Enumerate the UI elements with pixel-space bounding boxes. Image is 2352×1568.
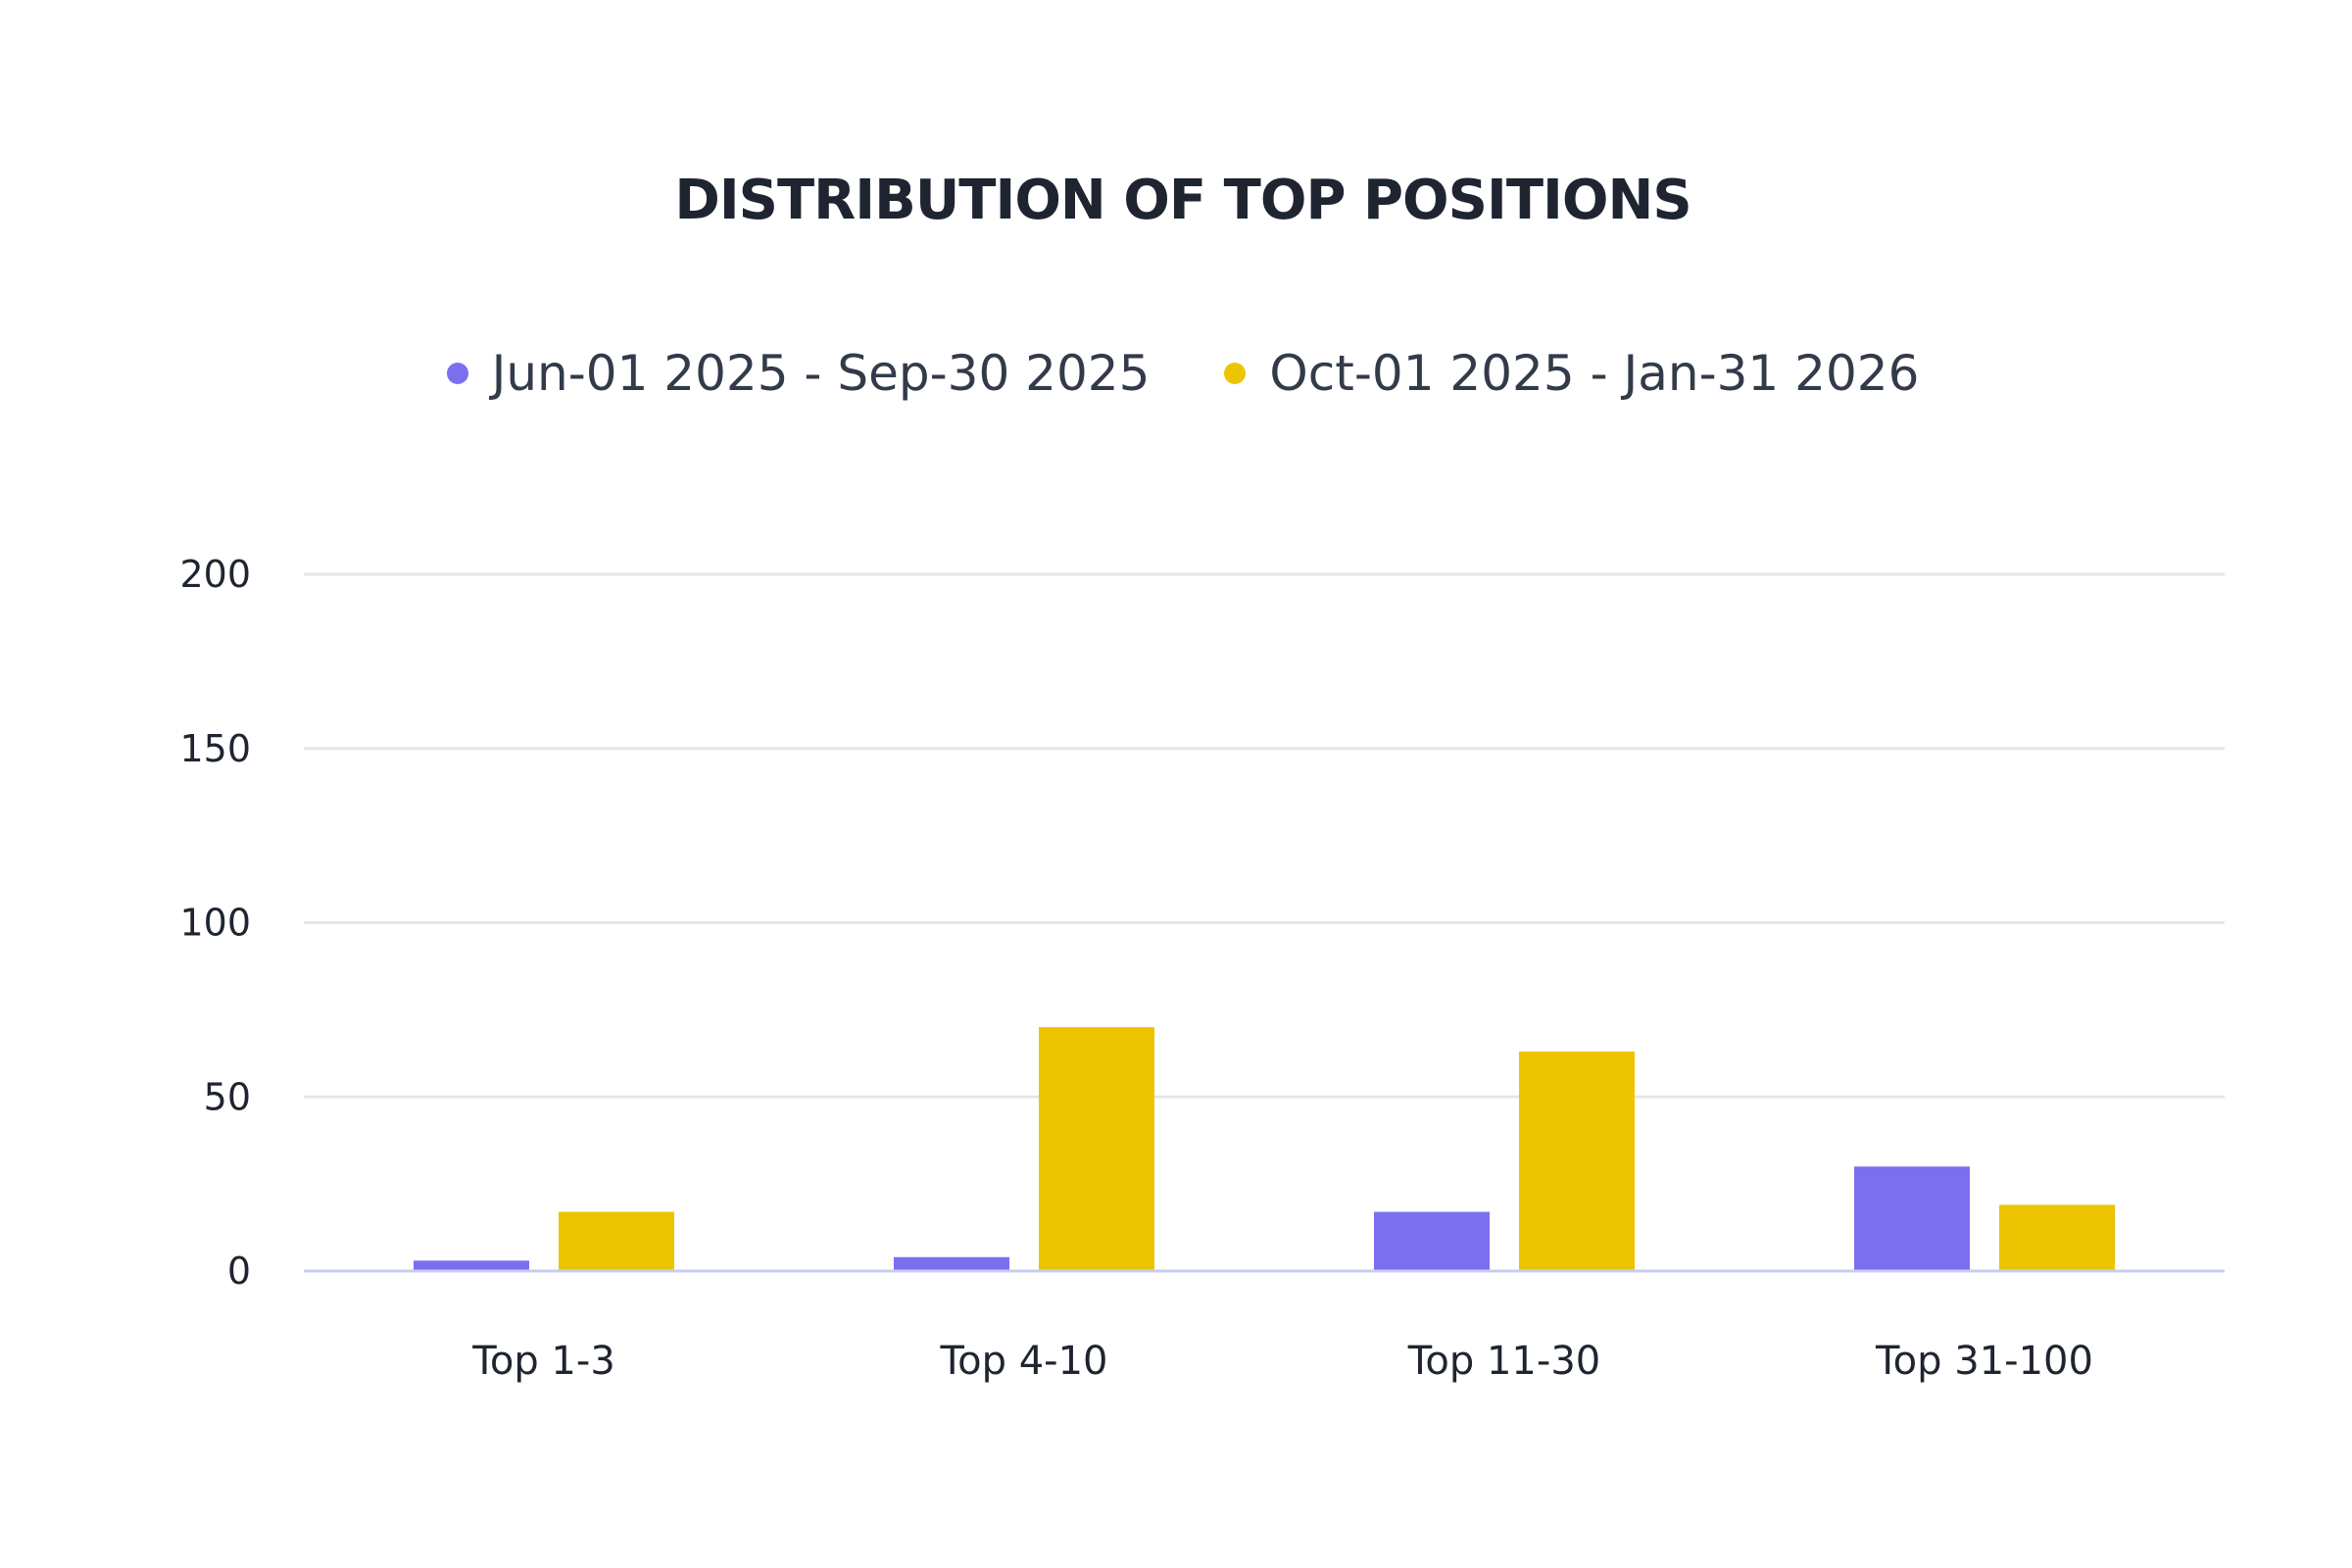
bar-series-2-top-4-10[interactable]: [1039, 1027, 1154, 1271]
y-tick-label-0: 0: [227, 1250, 251, 1293]
legend-marker-series-1: [446, 363, 468, 384]
x-axis: Top 1-3 Top 4-10 Top 11-30 Top 31-100: [471, 1339, 2093, 1384]
legend-item-series-1[interactable]: Jun-01 2025 - Sep-30 2025: [446, 339, 1151, 408]
bars: [414, 1027, 2115, 1271]
bar-series-2-top-1-3[interactable]: [559, 1211, 674, 1271]
bar-series-2-top-31-100[interactable]: [1999, 1204, 2115, 1271]
x-tick-label-3: Top 11-30: [1407, 1339, 1600, 1384]
y-tick-label-100: 100: [179, 902, 251, 945]
legend-label-series-1: Jun-01 2025 - Sep-30 2025: [491, 345, 1151, 402]
bar-series-1-top-31-100[interactable]: [1854, 1166, 1970, 1271]
y-tick-label-200: 200: [179, 553, 251, 596]
chart-title: DISTRIBUTION OF TOP POSITIONS: [674, 169, 1691, 232]
legend-item-series-2[interactable]: Oct-01 2025 - Jan-31 2026: [1224, 339, 1919, 408]
bar-series-2-top-11-30[interactable]: [1519, 1052, 1635, 1271]
y-tick-label-50: 50: [204, 1075, 251, 1118]
x-tick-label-2: Top 4-10: [940, 1339, 1108, 1384]
chart-legend: Jun-01 2025 - Sep-30 2025 Oct-01 2025 - …: [0, 339, 2352, 408]
bar-series-1-top-4-10[interactable]: [894, 1256, 1009, 1271]
x-tick-label-4: Top 31-100: [1875, 1339, 2093, 1384]
legend-label-series-2: Oct-01 2025 - Jan-31 2026: [1269, 345, 1920, 402]
x-tick-label-1: Top 1-3: [471, 1339, 615, 1384]
legend-marker-series-2: [1224, 363, 1247, 384]
y-tick-label-150: 150: [179, 727, 251, 770]
grid-lines: [304, 572, 2225, 1099]
bar-series-1-top-11-30[interactable]: [1374, 1211, 1490, 1271]
y-axis: 0 50 100 150 200: [179, 553, 251, 1293]
bar-series-1-top-1-3[interactable]: [414, 1260, 529, 1271]
